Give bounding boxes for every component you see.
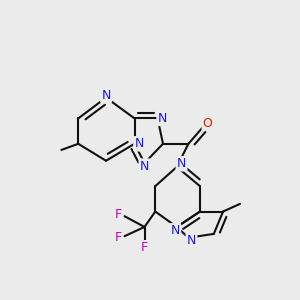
Text: N: N (177, 157, 186, 170)
Text: N: N (171, 224, 180, 237)
Text: N: N (158, 112, 167, 125)
Text: O: O (203, 116, 213, 130)
Text: F: F (115, 208, 122, 221)
Text: N: N (187, 234, 196, 247)
Text: N: N (140, 160, 149, 172)
Text: N: N (134, 137, 144, 150)
Text: F: F (115, 231, 122, 244)
Text: F: F (141, 241, 148, 254)
Text: N: N (101, 89, 111, 102)
